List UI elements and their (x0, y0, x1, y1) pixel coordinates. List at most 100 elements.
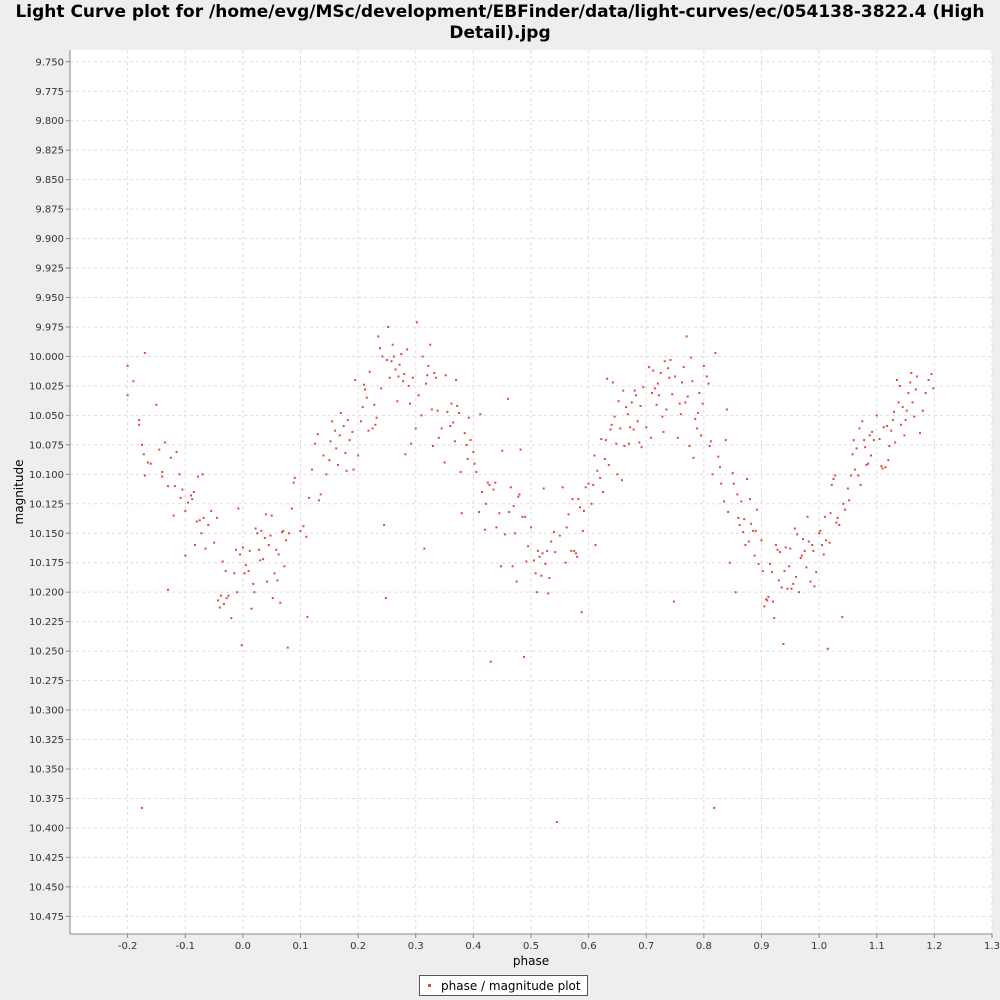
data-point (698, 392, 701, 394)
data-point (207, 524, 210, 526)
data-point (351, 430, 354, 433)
data-point (754, 529, 757, 532)
data-point (222, 603, 225, 605)
data-point (478, 511, 481, 513)
data-point (132, 380, 135, 383)
data-point (738, 524, 741, 526)
data-point (404, 453, 407, 456)
data-point (541, 552, 544, 555)
data-point (713, 806, 716, 809)
data-point (241, 546, 244, 549)
data-point (508, 511, 511, 513)
data-point (909, 381, 912, 384)
data-point (894, 441, 897, 444)
data-point (795, 575, 798, 578)
data-point (191, 498, 194, 501)
x-axis-label: phase (513, 954, 549, 968)
data-point (397, 375, 400, 378)
legend: phase / magnitude plot (419, 975, 588, 996)
data-point (420, 414, 423, 417)
data-point (656, 382, 659, 385)
data-point (233, 572, 236, 575)
data-point (126, 364, 129, 367)
data-point (215, 516, 218, 519)
data-point (381, 355, 384, 358)
data-point (701, 402, 704, 405)
x-tick-label: 0.7 (638, 941, 654, 952)
data-point (221, 560, 224, 563)
x-tick-label: -0.2 (118, 941, 138, 952)
data-point (632, 428, 635, 431)
data-point (316, 433, 319, 436)
data-point (427, 364, 430, 367)
data-point (859, 483, 862, 486)
y-tick-label: 10.400 (29, 823, 64, 834)
data-point (365, 396, 368, 399)
data-point (651, 392, 653, 394)
data-point (600, 438, 603, 440)
data-point (293, 476, 296, 479)
data-point (281, 531, 284, 534)
data-point (204, 547, 207, 550)
data-point (897, 401, 900, 404)
data-point (659, 372, 662, 374)
data-point (430, 408, 433, 411)
data-point (396, 400, 399, 403)
data-point (798, 591, 800, 594)
x-tick-label: 0.1 (293, 941, 309, 952)
data-point (394, 368, 397, 371)
data-point (436, 409, 439, 412)
data-point (753, 554, 756, 557)
data-point (225, 597, 228, 600)
data-point (501, 449, 504, 452)
data-point (700, 434, 702, 437)
x-tick-label: 0.3 (408, 941, 424, 952)
data-point (273, 572, 276, 575)
data-point (305, 535, 308, 538)
data-point (161, 471, 164, 473)
data-point (275, 548, 278, 551)
data-point (838, 524, 841, 526)
data-point (411, 376, 414, 379)
data-point (834, 474, 837, 477)
data-point (292, 481, 295, 484)
data-point (599, 476, 602, 479)
data-point (669, 359, 672, 361)
y-tick-label: 9.825 (35, 146, 64, 157)
data-point (818, 532, 821, 535)
data-point (773, 617, 776, 620)
data-point (696, 427, 698, 430)
data-point (888, 445, 891, 447)
data-point (194, 544, 196, 546)
data-point (844, 508, 847, 511)
data-point (875, 414, 878, 417)
data-point (506, 397, 509, 400)
data-point (290, 507, 293, 510)
data-point (237, 507, 240, 510)
data-point (829, 512, 832, 515)
data-point (886, 425, 889, 427)
data-point (344, 452, 347, 455)
data-point (285, 539, 288, 542)
data-point (553, 531, 555, 534)
data-point (697, 412, 700, 414)
data-point (919, 432, 921, 435)
data-point (270, 514, 273, 517)
data-point (793, 527, 796, 530)
data-point (440, 427, 443, 430)
data-point (213, 541, 216, 544)
data-point (625, 406, 628, 409)
data-point (187, 501, 190, 504)
data-point (161, 475, 164, 478)
data-point (558, 534, 561, 537)
data-point (672, 600, 675, 603)
data-point (317, 499, 320, 502)
data-point (334, 429, 337, 432)
data-point (338, 434, 341, 437)
data-point (805, 566, 808, 569)
y-tick-label: 10.275 (29, 676, 64, 687)
data-point (141, 806, 143, 809)
data-point (387, 326, 390, 328)
axes: -0.2 -0.1 0.0 0.1 0.2 0.3 0.4 0.5 0.6 0.7 0.8 0.9 1.… (29, 50, 1000, 952)
